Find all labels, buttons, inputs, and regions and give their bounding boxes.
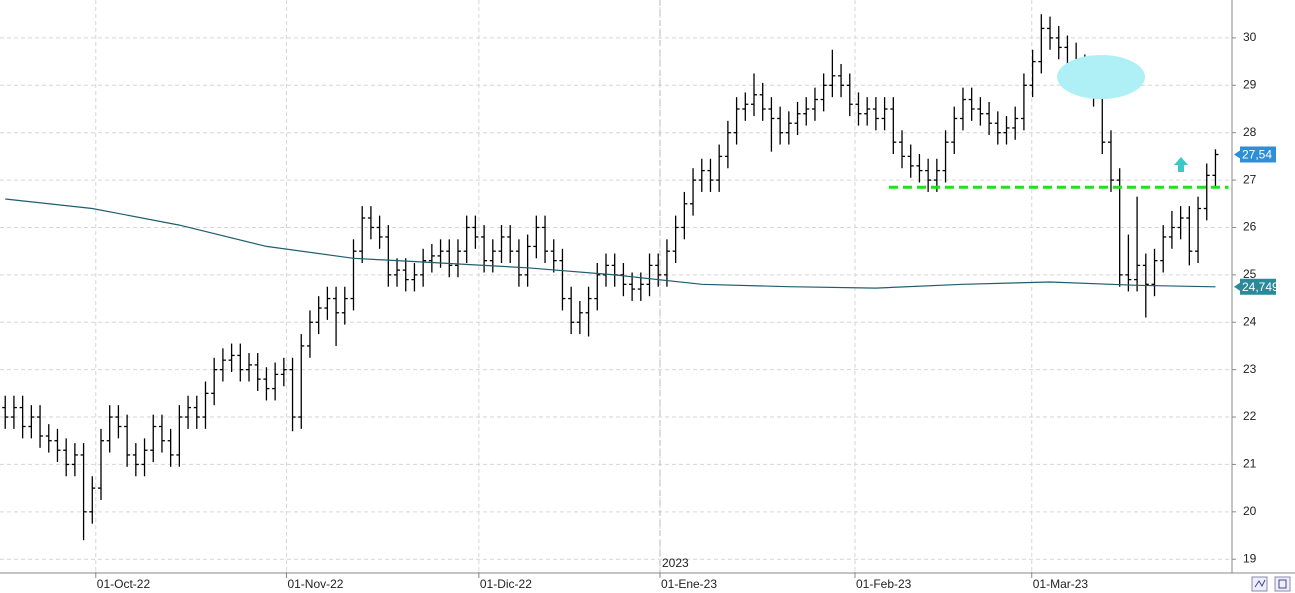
last-price-label-pointer	[1234, 150, 1240, 159]
y-tick-label: 23	[1243, 362, 1257, 376]
y-tick-label: 21	[1243, 457, 1257, 471]
moving-average	[5, 198, 1216, 289]
ma-last-label: 24,749	[1242, 280, 1279, 294]
y-tick-label: 19	[1243, 551, 1257, 565]
last-price-label: 27,54	[1242, 148, 1272, 162]
highlight-ellipse	[1057, 55, 1145, 99]
up-arrow	[1174, 157, 1188, 172]
ma-last-label-box	[1240, 278, 1276, 295]
save-button[interactable]	[1274, 576, 1291, 592]
y-tick-label: 20	[1243, 504, 1257, 518]
y-tick-label: 25	[1243, 267, 1257, 281]
y-tick-label: 30	[1243, 30, 1257, 44]
zoom-icon	[1254, 579, 1266, 588]
x-tick-label: 01-Feb-23	[856, 577, 912, 591]
y-tick-label: 28	[1243, 125, 1257, 139]
x-tick-label: 01-Oct-22	[97, 577, 151, 591]
x-tick-label: 01-Ene-23	[661, 577, 717, 591]
x-tick-label: 01-Mar-23	[1033, 577, 1089, 591]
y-tick-label: 24	[1243, 314, 1257, 328]
year-label: 2023	[662, 556, 689, 570]
y-tick-label: 29	[1243, 77, 1257, 91]
last-price-label-box	[1240, 146, 1276, 163]
save-icon	[1278, 579, 1287, 589]
y-tick-label: 22	[1243, 409, 1257, 423]
x-tick-label: 01-Dic-22	[480, 577, 532, 591]
zoom-button[interactable]	[1251, 576, 1268, 592]
ma-last-label-pointer	[1234, 282, 1240, 291]
y-tick-label: 26	[1243, 220, 1257, 234]
x-tick-label: 01-Nov-22	[287, 577, 343, 591]
y-tick-label: 27	[1243, 172, 1257, 186]
